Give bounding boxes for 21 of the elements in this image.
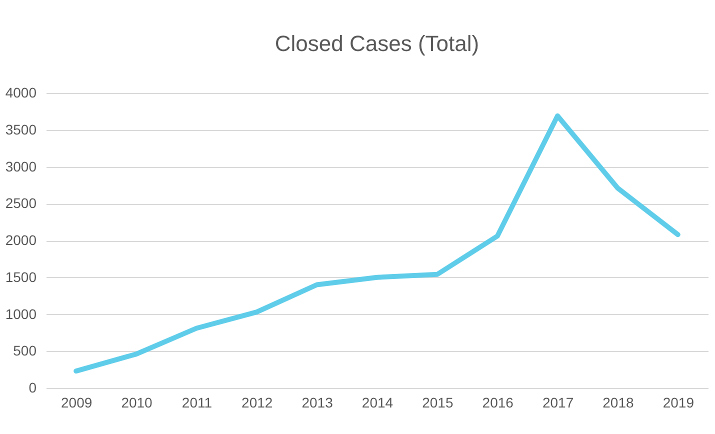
y-tick-label: 4000 [5,84,37,100]
x-tick-label: 2016 [482,394,514,410]
x-tick-label: 2014 [362,394,394,410]
y-tick-label: 3000 [5,158,37,174]
y-tick-label: 500 [13,342,37,359]
x-tick-label: 2017 [542,394,574,410]
x-tick-label: 2010 [121,394,153,410]
x-tick-label: 2015 [422,394,454,410]
x-tick-label: 2009 [61,394,92,410]
y-tick-label: 3500 [5,121,37,138]
x-tick-label: 2018 [602,394,634,410]
x-tick-label: 2012 [242,394,273,410]
x-tick-label: 2011 [182,394,212,410]
y-tick-label: 1000 [5,306,37,322]
y-tick-label: 2500 [5,195,37,212]
chart-title: Closed Cases (Total) [274,31,480,56]
x-tick-label: 2019 [662,394,694,410]
x-tick-label: 2013 [302,394,334,410]
y-tick-label: 2000 [5,232,37,248]
y-tick-label: 1500 [5,268,37,285]
y-tick-label: 0 [28,380,37,396]
